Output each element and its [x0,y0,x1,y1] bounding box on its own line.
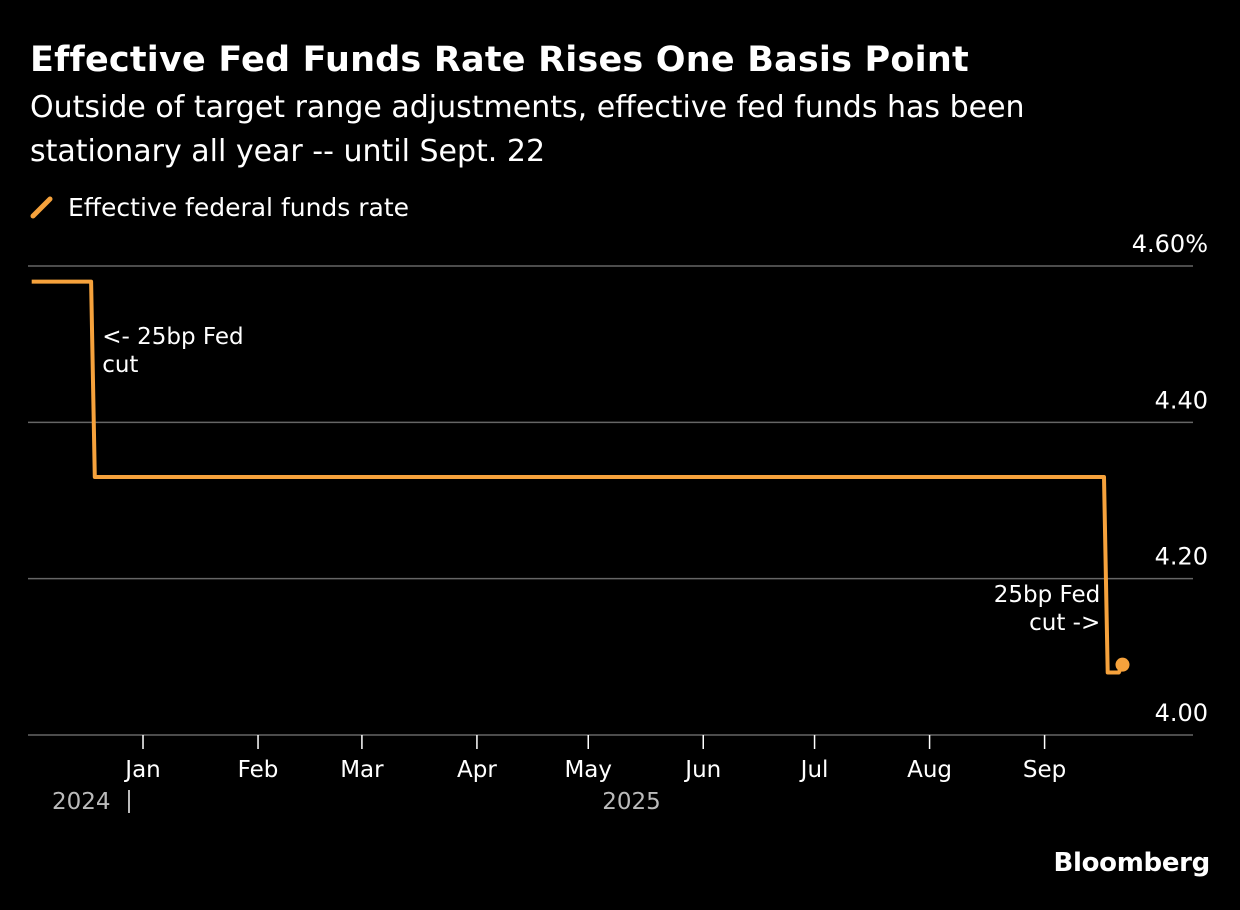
annotation-line: 25bp Fed [994,582,1101,608]
annotation-label: <- 25bp Fed cut [102,324,243,378]
x-tick-label: Sep [1023,757,1066,783]
series-line [31,279,1125,675]
y-tick-label: 4.40 [1155,386,1208,414]
x-tick-label: Mar [340,757,384,783]
series-end-marker [1115,657,1130,672]
x-tick-label: May [564,757,612,783]
annotation-label: 25bp Fed cut -> [994,582,1101,636]
legend: Effective federal funds rate [30,192,409,222]
x-tick-label: Jul [799,757,829,783]
y-tick-label: 4.00 [1155,699,1208,727]
x-tick-label: Apr [457,757,497,783]
source-logo: Bloomberg [1053,848,1210,878]
x-tick-label: Feb [238,757,279,783]
annotation-line: cut [102,352,138,378]
x-tick-label: Aug [907,757,952,783]
x-tick-label: Jun [683,757,721,783]
legend-label: Effective federal funds rate [68,192,410,222]
chart-subtitle: Outside of target range adjustments, eff… [30,90,1025,169]
legend-line-icon [30,196,53,219]
annotation-line: <- 25bp Fed [102,324,243,350]
chart-title: Effective Fed Funds Rate Rises One Basis… [30,40,969,80]
y-tick-label: 4.60% [1132,230,1208,258]
x-tick-label: Jan [123,757,160,783]
annotation-line: cut -> [1029,610,1100,636]
x-year-label: 2025 [602,789,661,815]
y-tick-label: 4.20 [1155,543,1208,571]
x-year-label: 2024 [52,789,111,815]
